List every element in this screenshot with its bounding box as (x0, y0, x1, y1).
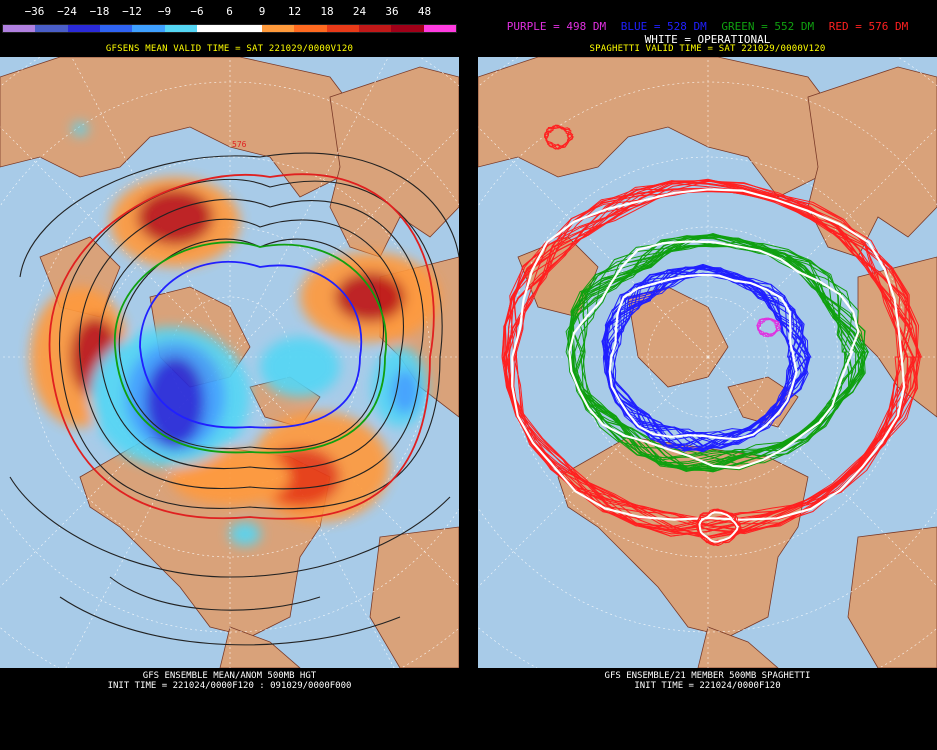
left-valid-time-header: GFSENS MEAN VALID TIME = SAT 221029/0000… (105, 44, 354, 54)
legend-label: 18 (320, 5, 334, 18)
anomaly-color-legend: −36 −24 −18 −12 −9 −6 6 9 12 18 24 36 48 (2, 4, 457, 34)
spaghetti-line (565, 237, 865, 473)
legend-swatch (423, 25, 457, 32)
legend-swatch (197, 25, 230, 32)
legend-swatch (35, 25, 68, 32)
spaghetti-line (504, 179, 920, 537)
legend-label: −9 (157, 5, 172, 18)
key-purple: PURPLE = 498 DM (506, 20, 607, 33)
spaghetti-line (545, 126, 572, 149)
legend-swatch (164, 25, 198, 32)
left-footer-title: GFS ENSEMBLE MEAN/ANOM 500MB HGT (142, 671, 317, 681)
spaghetti-line (757, 318, 780, 337)
legend-label: −24 (57, 5, 77, 18)
spaghetti-line (544, 124, 575, 150)
spaghetti-line (696, 508, 742, 546)
spaghetti-line (568, 240, 860, 470)
legend-swatch (132, 25, 165, 32)
spaghetti-line (698, 511, 739, 543)
contour-label-576: 576 (232, 140, 247, 149)
legend-swatch (294, 25, 327, 32)
spaghetti-line (757, 317, 781, 337)
legend-swatch (326, 25, 359, 32)
spaghetti-line (511, 188, 906, 521)
legend-label: 12 (287, 5, 302, 18)
legend-swatch (391, 25, 424, 32)
legend-swatch (67, 25, 101, 32)
key-white: WHITE = OPERATIONAL (644, 33, 771, 46)
anomaly-map: 576 (0, 57, 459, 668)
legend-swatch (261, 25, 295, 32)
right-valid-time-header: SPAGHETTI VALID TIME = SAT 221029/0000V1… (589, 44, 826, 54)
spaghetti-contours (501, 124, 923, 547)
legend-label: 36 (385, 5, 399, 18)
legend-label: −12 (122, 5, 142, 18)
spaghetti-line (604, 272, 805, 449)
legend-swatch (358, 25, 392, 32)
spaghetti-line (605, 265, 812, 451)
spaghetti-map (478, 57, 937, 668)
spaghetti-line (501, 182, 920, 538)
legend-label: −6 (190, 5, 204, 18)
spaghetti-line (608, 273, 798, 441)
legend-labels: −36 −24 −18 −12 −9 −6 6 9 12 18 24 36 48 (2, 4, 457, 20)
spaghetti-line (604, 263, 811, 452)
right-footer-init-time: INIT TIME = 221024/0000F120 (634, 681, 781, 691)
spaghetti-line (505, 189, 910, 535)
left-footer-init-time: INIT TIME = 221024/0000F120 : 091029/000… (107, 681, 352, 691)
legend-swatch (100, 25, 133, 32)
legend-label: 9 (258, 5, 266, 18)
ensemble-mean-panel: −36 −24 −18 −12 −9 −6 6 9 12 18 24 36 48 GFSENS MEAN… (0, 0, 459, 750)
legend-label: 24 (352, 5, 367, 18)
colored-contours (48, 173, 435, 520)
right-footer-title: GFS ENSEMBLE/21 MEMBER 500MB SPAGHETTI (604, 671, 811, 681)
contour-color-key: PURPLE = 498 DM BLUE = 528 DM GREEN = 55… (478, 20, 937, 33)
legend-label: −18 (89, 5, 110, 18)
legend-color-bar (2, 24, 457, 33)
key-red: RED = 576 DM (828, 20, 909, 33)
legend-label: −36 (24, 5, 45, 18)
panel-divider (459, 0, 478, 750)
land-masses (478, 57, 937, 668)
legend-swatch (3, 25, 36, 32)
key-green: GREEN = 552 DM (721, 20, 815, 33)
height-contours (9, 152, 459, 646)
legend-label: 6 (226, 5, 233, 18)
spaghetti-line (573, 244, 853, 465)
legend-swatch (229, 25, 262, 32)
spaghetti-panel: PURPLE = 498 DM BLUE = 528 DM GREEN = 55… (478, 0, 937, 750)
key-blue: BLUE = 528 DM (620, 20, 707, 33)
legend-label: 48 (417, 5, 432, 18)
